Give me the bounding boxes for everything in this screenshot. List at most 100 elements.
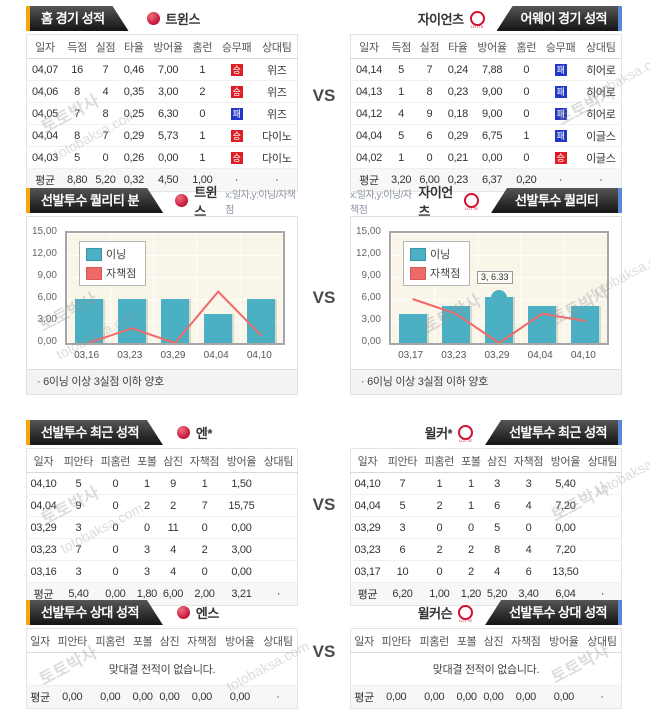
loss-badge: 패 bbox=[554, 107, 567, 120]
column-header: 포볼 bbox=[133, 448, 160, 473]
table-row: 03,23 7 0 3 4 2 3,00 bbox=[26, 538, 298, 561]
recent-right-tab: 선발투수 최근 성적 bbox=[485, 420, 622, 445]
table-cell: 04,14 bbox=[350, 58, 387, 81]
table-cell: 0,00 bbox=[506, 685, 545, 709]
table-cell: 히어로 bbox=[580, 80, 622, 103]
average-row: 평균 0,00 0,00 0,00 0,00 0,00 0,00 · bbox=[26, 685, 298, 709]
table-cell: 04,04 bbox=[26, 494, 60, 517]
bar bbox=[117, 299, 146, 343]
table-cell: 1 bbox=[386, 80, 416, 103]
table-cell: 2 bbox=[457, 538, 484, 561]
column-header: 피안타 bbox=[53, 628, 92, 653]
table-cell: 이글스 bbox=[580, 124, 622, 147]
table-row: 03,29 3 0 0 5 0 0,00 bbox=[350, 516, 622, 539]
pitcher-name: 윌커슨 bbox=[417, 606, 453, 621]
table-cell: 7,20 bbox=[546, 494, 584, 517]
table-cell: 7 bbox=[91, 58, 120, 81]
y-axis-tick: 12,00 bbox=[31, 248, 57, 259]
away-record-tab: 어웨이 경기 성적 bbox=[496, 6, 622, 31]
table-row: 04,04 5 2 1 6 4 7,20 bbox=[350, 494, 622, 517]
table-row: 04,12 4 9 0,18 9,00 0 패 히어로 bbox=[350, 102, 622, 125]
chart-note: · 6이닝 이상 3실점 이하 양호 bbox=[351, 369, 621, 394]
recent-right-header: 윌커* LOTTE 선발투수 최근 성적 bbox=[350, 420, 622, 445]
table-cell: 1,00 bbox=[188, 168, 217, 192]
header-row: 일자 득점 실점 타율 방어율 홈런 승무패 상대팀 bbox=[26, 34, 298, 59]
bar bbox=[398, 313, 427, 343]
table-cell: 3,00 bbox=[147, 80, 189, 103]
table-cell: 8 bbox=[483, 538, 511, 561]
table-cell: 위즈 bbox=[256, 102, 298, 125]
pitcher-name: 엔스 bbox=[195, 606, 219, 621]
table-cell: 6 bbox=[510, 560, 547, 583]
twins-logo-icon bbox=[146, 12, 160, 25]
table-cell: 0,18 bbox=[443, 102, 472, 125]
loss-badge: 패 bbox=[554, 129, 567, 142]
table-cell: 0,24 bbox=[443, 58, 472, 81]
table-cell: 0 bbox=[96, 560, 134, 583]
giants-lotte-logo-icon: LOTTE bbox=[458, 605, 474, 623]
bar-peak-marker bbox=[491, 289, 507, 299]
legend-item: 자책점 bbox=[86, 265, 136, 281]
table-cell: 7 bbox=[91, 124, 120, 147]
table-cell: 4 bbox=[159, 560, 187, 583]
x-axis-tick: 03,23 bbox=[117, 350, 143, 361]
section-home-away-record: 홈 경기 성적 트윈스 일자 득점 실점 타율 방어율 홈런 승무패 상대팀 04,07 16 7 0… bbox=[0, 6, 650, 192]
bar-swatch-icon bbox=[86, 247, 102, 261]
table-cell bbox=[259, 472, 298, 495]
table-cell: 1 bbox=[188, 124, 217, 147]
table-cell: 0,00 bbox=[220, 685, 259, 709]
column-header: 상대팀 bbox=[582, 628, 622, 653]
table-cell: 0,00 bbox=[222, 516, 260, 539]
axis-note: x:일자,y:이닝/자책점 bbox=[350, 189, 412, 216]
team-name: 자이언츠 bbox=[417, 12, 464, 27]
team-name: 트윈스 bbox=[165, 12, 201, 27]
table-cell: 1 bbox=[386, 146, 416, 169]
table-cell: 3,20 bbox=[386, 168, 416, 192]
table-cell: 0,29 bbox=[443, 124, 472, 147]
table-cell: 6,20 bbox=[383, 582, 421, 606]
table-cell: 0,21 bbox=[443, 146, 472, 169]
empty-row: 맞대결 전적이 없습니다. bbox=[26, 652, 298, 686]
column-header: 상대팀 bbox=[259, 448, 298, 473]
table-cell: 03,16 bbox=[26, 560, 60, 583]
vs-column: VS bbox=[298, 600, 350, 661]
table-cell: 평균 bbox=[350, 168, 387, 192]
table-cell: 평균 bbox=[350, 582, 384, 606]
table-cell: 0 bbox=[512, 58, 541, 81]
section-pitcher-versus: 선발투수 상대 성적 엔스 일자 피안타 피홈런 포볼 삼진 자책점 방어율 상대팀 맞대결 전… bbox=[0, 600, 650, 709]
table-cell: 0,00 bbox=[544, 685, 583, 709]
table-cell: 0 bbox=[91, 146, 120, 169]
plot-area: 이닝 자책점 3, 6.33 bbox=[389, 231, 609, 345]
table-cell: 2 bbox=[457, 560, 484, 583]
win-badge: 승 bbox=[230, 63, 243, 76]
table-row: 04,03 5 0 0,26 0,00 1 승 다이노 bbox=[26, 146, 298, 169]
x-axis: 03,17 03,23 03,29 04,04 04,10 bbox=[389, 350, 609, 361]
table-cell: 4 bbox=[483, 560, 511, 583]
table-cell: 16 bbox=[62, 58, 92, 81]
table-cell bbox=[259, 560, 298, 583]
table-cell: 9,00 bbox=[471, 80, 513, 103]
table-cell: 0,00 bbox=[415, 685, 454, 709]
x-axis-tick: 03,16 bbox=[74, 350, 100, 361]
table-cell: 1 bbox=[420, 472, 458, 495]
y-axis-tick: 9,00 bbox=[37, 270, 57, 281]
quality-chart-left: 15,00 12,00 9,00 6,00 3,00 0,00 이닝 자책점 03,16 03… bbox=[27, 217, 297, 369]
column-header: 피안타 bbox=[59, 448, 97, 473]
table-cell bbox=[583, 516, 622, 539]
table-cell: 0,32 bbox=[119, 168, 148, 192]
vs-label: VS bbox=[312, 642, 336, 661]
table-cell: · bbox=[540, 168, 581, 192]
loss-badge: 패 bbox=[554, 85, 567, 98]
table-cell: 8 bbox=[62, 124, 92, 147]
empty-message: 맞대결 전적이 없습니다. bbox=[26, 652, 298, 686]
x-axis-tick: 04,04 bbox=[527, 350, 553, 361]
average-row: 평균 0,00 0,00 0,00 0,00 0,00 0,00 · bbox=[350, 685, 622, 709]
vs-column: VS bbox=[298, 6, 350, 105]
x-axis-tick: 03,29 bbox=[160, 350, 186, 361]
column-header: 일자 bbox=[26, 628, 54, 653]
table-cell: 0 bbox=[420, 516, 458, 539]
table-cell: 1 bbox=[457, 494, 484, 517]
column-header: 일자 bbox=[26, 34, 63, 59]
table-cell: 히어로 bbox=[580, 102, 622, 125]
table-row: 04,06 8 4 0,35 3,00 2 승 위즈 bbox=[26, 80, 298, 103]
